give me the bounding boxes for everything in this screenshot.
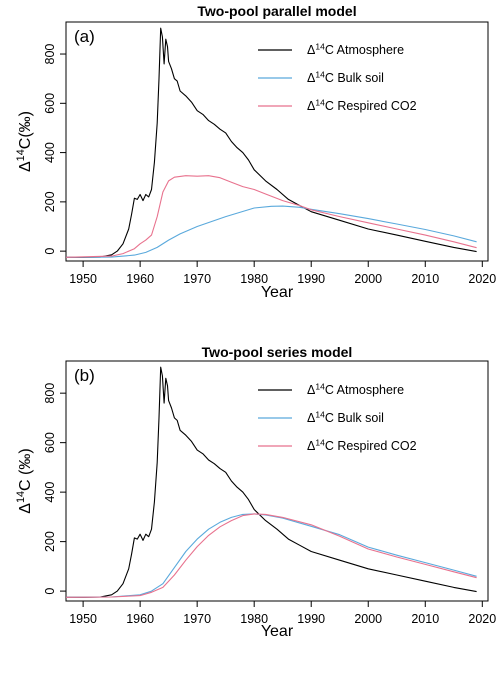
y-tick-label: 0 — [43, 588, 57, 595]
plot-frame — [65, 21, 489, 262]
series-line-2 — [65, 513, 477, 598]
x-tick-label: 1950 — [69, 272, 97, 286]
chart-panel-b: Two-pool series model (b) 1950 1960 1970 1980… — [15, 344, 496, 640]
y-axis-title: Δ14C(‰) — [15, 111, 34, 172]
panel-label: (b) — [74, 366, 95, 385]
series-line-3 — [65, 513, 477, 598]
panel-label: (a) — [74, 27, 95, 46]
x-axis-title: Year — [261, 284, 294, 301]
y-axis-title: Δ14C (‰) — [15, 448, 34, 513]
series-line-2 — [65, 205, 477, 258]
legend-label: Δ14C Bulk soil — [307, 69, 384, 85]
legend-label: Δ14C Atmosphere — [307, 381, 404, 397]
x-tick-label: 1960 — [126, 272, 154, 286]
chart-title: Two-pool parallel model — [197, 3, 356, 19]
y-tick-label: 200 — [43, 191, 57, 212]
x-tick-label: 2010 — [411, 272, 439, 286]
legend-label: Δ14C Bulk soil — [307, 409, 384, 425]
x-tick-label: 1980 — [240, 612, 268, 626]
y-tick-label: 800 — [43, 44, 57, 65]
y-tick-label: 600 — [43, 432, 57, 453]
series-line-1 — [66, 366, 477, 598]
x-tick-label: 2010 — [411, 612, 439, 626]
series-line-1 — [66, 27, 477, 258]
y-tick-label: 800 — [43, 383, 57, 404]
plot-frame — [65, 360, 489, 602]
x-tick-label: 1980 — [240, 272, 268, 286]
legend-label: Δ14C Respired CO2 — [307, 437, 417, 453]
x-tick-label: 1960 — [126, 612, 154, 626]
x-tick-label: 1970 — [183, 612, 211, 626]
y-tick-label: 400 — [43, 482, 57, 503]
y-tick-label: 600 — [43, 93, 57, 114]
y-tick-label: 0 — [43, 248, 57, 255]
x-tick-label: 2020 — [468, 612, 496, 626]
y-tick-label: 400 — [43, 142, 57, 163]
chart-title: Two-pool series model — [202, 344, 353, 360]
legend-label: Δ14C Atmosphere — [307, 41, 404, 57]
x-tick-label: 1970 — [183, 272, 211, 286]
x-tick-label: 2000 — [354, 612, 382, 626]
chart-panel-a: Two-pool parallel model (a) 1950 1960 1970 19… — [15, 3, 496, 301]
series-line-3 — [65, 175, 477, 258]
x-tick-label: 2000 — [354, 272, 382, 286]
x-axis-title: Year — [261, 623, 294, 640]
x-tick-label: 2020 — [468, 272, 496, 286]
x-tick-label: 1990 — [297, 612, 325, 626]
y-tick-label: 200 — [43, 531, 57, 552]
x-tick-label: 1950 — [69, 612, 97, 626]
legend-label: Δ14C Respired CO2 — [307, 97, 417, 113]
x-tick-label: 1990 — [297, 272, 325, 286]
